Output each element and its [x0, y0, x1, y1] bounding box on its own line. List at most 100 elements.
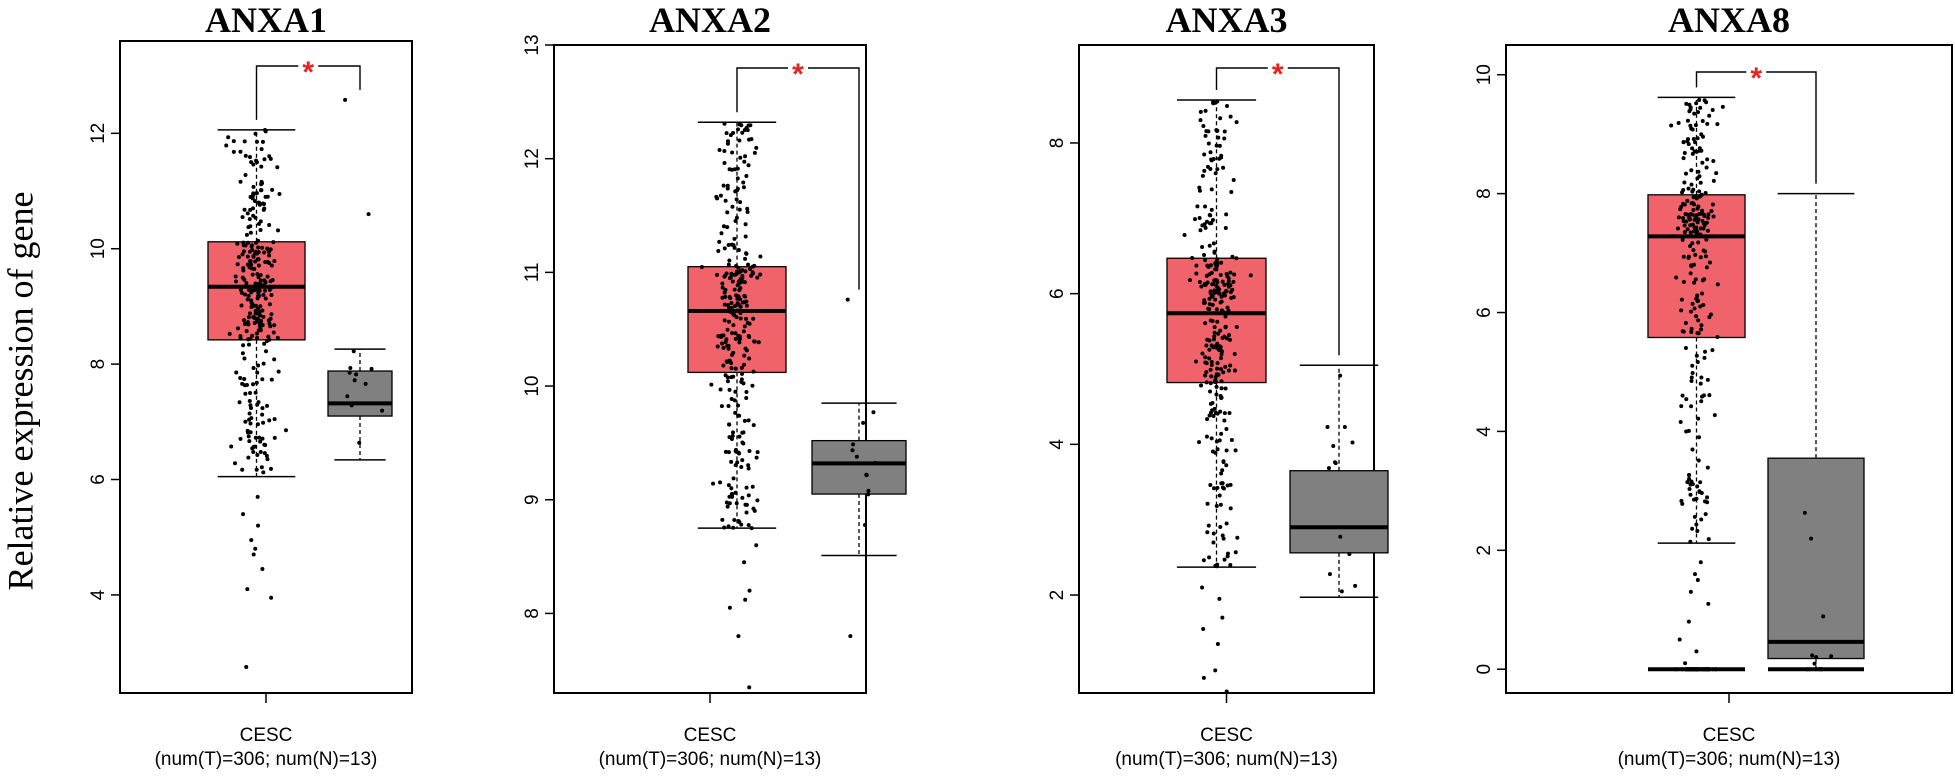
- data-point: [739, 123, 744, 128]
- data-point: [1702, 355, 1707, 360]
- data-point: [1696, 458, 1701, 463]
- data-point: [1223, 225, 1228, 230]
- data-point: [738, 155, 743, 160]
- x-label: CESC: [239, 725, 293, 746]
- data-point: [1198, 118, 1203, 123]
- data-point: [1192, 217, 1197, 222]
- data-point: [1347, 551, 1352, 556]
- data-point: [235, 241, 240, 246]
- data-point: [1217, 493, 1222, 498]
- data-point: [252, 199, 257, 204]
- data-point: [743, 234, 748, 239]
- data-point: [1209, 362, 1214, 367]
- data-point: [1223, 314, 1228, 319]
- data-point: [722, 274, 727, 279]
- data-point: [259, 147, 264, 152]
- data-point: [1209, 207, 1214, 212]
- y-tick-label: 10: [88, 238, 109, 259]
- data-point: [1702, 223, 1707, 228]
- data-point: [1698, 381, 1703, 386]
- data-point: [258, 228, 263, 233]
- data-point: [1690, 189, 1695, 194]
- data-point: [749, 137, 754, 142]
- data-point: [245, 587, 250, 592]
- data-point: [242, 321, 247, 326]
- data-point: [726, 346, 731, 351]
- data-point: [233, 279, 238, 284]
- data-point: [740, 495, 745, 500]
- data-point: [242, 377, 247, 382]
- data-point: [1802, 510, 1807, 515]
- data-point: [743, 256, 748, 261]
- data-point: [240, 351, 245, 356]
- data-point: [266, 249, 271, 254]
- data-point: [1331, 443, 1336, 448]
- data-point: [267, 260, 272, 265]
- data-point: [1215, 257, 1220, 262]
- data-point: [714, 194, 719, 199]
- data-point: [1677, 637, 1682, 642]
- data-point: [1695, 484, 1700, 489]
- data-point: [272, 357, 277, 362]
- data-point: [740, 274, 745, 279]
- data-point: [737, 138, 742, 143]
- data-point: [241, 512, 246, 517]
- data-point: [235, 326, 240, 331]
- data-point: [1226, 279, 1231, 284]
- data-point: [1220, 279, 1225, 284]
- data-point: [242, 139, 247, 144]
- data-point: [1706, 212, 1711, 217]
- data-point: [244, 281, 249, 286]
- data-point: [729, 459, 734, 464]
- data-point: [238, 149, 243, 154]
- x-sublabel: (num(T)=306; num(N)=13): [154, 749, 378, 770]
- data-point: [744, 125, 749, 130]
- data-point: [741, 180, 746, 185]
- data-point: [1206, 523, 1211, 528]
- data-point: [747, 356, 752, 361]
- data-point: [269, 292, 274, 297]
- data-point: [1696, 204, 1701, 209]
- y-tick-label: 10: [1474, 64, 1495, 85]
- data-point: [369, 366, 374, 371]
- data-point: [1218, 367, 1223, 372]
- data-point: [1709, 312, 1714, 317]
- data-point: [275, 335, 280, 340]
- y-tick-label: 12: [522, 148, 543, 169]
- data-point: [851, 442, 856, 447]
- normal-box-group: [1767, 192, 1865, 672]
- data-point: [1211, 413, 1216, 418]
- data-point: [1338, 373, 1343, 378]
- data-point: [1204, 380, 1209, 385]
- data-point: [1206, 141, 1211, 146]
- data-point: [1206, 306, 1211, 311]
- data-point: [744, 303, 749, 308]
- data-point: [731, 131, 736, 136]
- data-point: [1689, 329, 1694, 334]
- data-point: [251, 382, 256, 387]
- data-point: [1690, 363, 1695, 368]
- data-point: [1353, 583, 1358, 588]
- data-point: [258, 278, 263, 283]
- data-point: [1224, 521, 1229, 526]
- data-point: [1203, 321, 1208, 326]
- data-point: [1194, 359, 1199, 364]
- data-point: [1690, 447, 1695, 452]
- data-point: [734, 315, 739, 320]
- data-point: [1685, 137, 1690, 142]
- data-point: [711, 481, 716, 486]
- data-point: [743, 597, 748, 602]
- data-point: [1703, 349, 1708, 354]
- y-tick-label: 4: [1047, 439, 1068, 450]
- data-point: [1232, 368, 1237, 373]
- data-point: [246, 225, 251, 230]
- data-point: [1190, 256, 1195, 261]
- data-point: [1216, 290, 1221, 295]
- data-point: [240, 467, 245, 472]
- data-point: [231, 149, 236, 154]
- data-point: [730, 311, 735, 316]
- data-point: [1670, 234, 1675, 239]
- data-point: [260, 436, 265, 441]
- data-point: [724, 337, 729, 342]
- data-point: [1218, 116, 1223, 121]
